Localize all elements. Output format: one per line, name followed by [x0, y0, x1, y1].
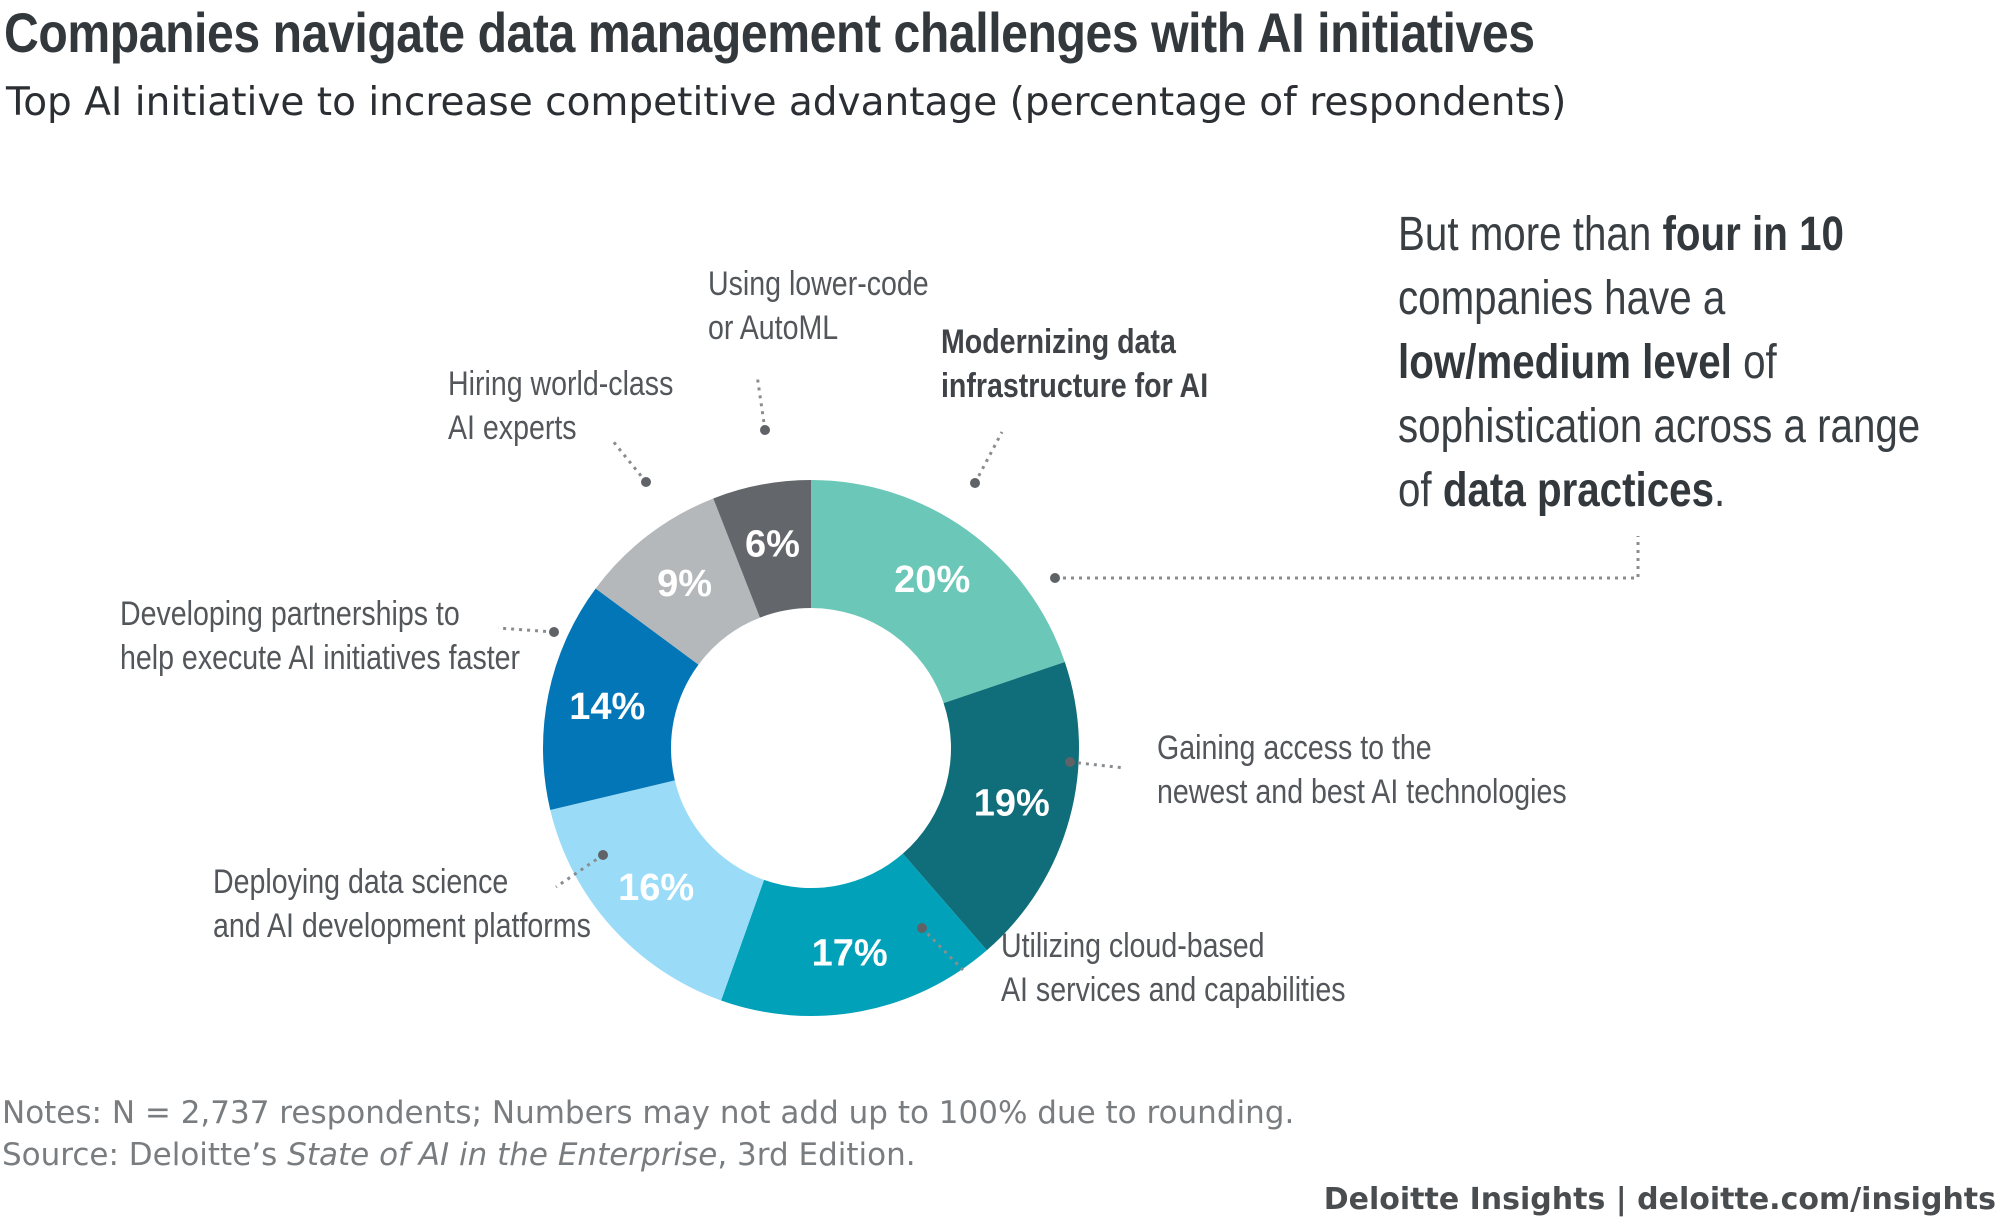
callout-modernizing-line2: infrastructure for AI — [941, 367, 1209, 405]
notes-block: Notes: N = 2,737 respondents; Numbers ma… — [2, 1092, 1294, 1176]
slice-value-label-gaining-access: 19% — [974, 782, 1050, 824]
brand-footer: Deloitte Insights | deloitte.com/insight… — [1323, 1182, 1996, 1217]
leader-line-hiring-experts — [610, 439, 648, 483]
side-annotation-emphasis: data practices — [1442, 464, 1715, 517]
leader-dot-lower-code — [760, 425, 770, 435]
chart-subtitle: Top AI initiative to increase competitiv… — [6, 80, 1567, 125]
leader-dot-cloud-services — [917, 923, 927, 933]
callout-hiring-experts-line2: AI experts — [448, 409, 577, 447]
leader-dot-modernizing — [970, 478, 980, 488]
callout-cloud-services-line1: Utilizing cloud-based — [1001, 927, 1265, 965]
donut-slice-gaining-access — [902, 662, 1079, 951]
side-annotation: But more than four in 10 companies have a… — [1398, 203, 1920, 523]
callout-modernizing: Modernizing data infrastructure for AI — [941, 320, 1208, 408]
callout-gaining-access: Gaining access to the newest and best AI… — [1157, 726, 1567, 814]
side-annotation-text: . — [1714, 464, 1726, 517]
side-annotation-emphasis: four in 10 — [1662, 208, 1844, 261]
slice-value-label-cloud-services: 17% — [812, 932, 888, 974]
donut-slice-modernizing — [811, 480, 1065, 704]
slice-value-label-hiring-experts: 9% — [657, 563, 712, 605]
donut-slice-cloud-services — [721, 853, 987, 1016]
leader-dot-hiring-experts — [641, 477, 651, 487]
slice-value-label-data-science-platforms: 16% — [618, 867, 694, 909]
callout-lower-code-line2: or AutoML — [708, 309, 839, 347]
callout-data-science-platforms: Deploying data science and AI developmen… — [213, 860, 591, 948]
side-annotation-text: of — [1398, 464, 1443, 517]
callout-hiring-experts-line1: Hiring world-class — [448, 365, 674, 403]
callout-data-science-platforms-line2: and AI development platforms — [213, 907, 591, 945]
callout-partnerships: Developing partnerships to help execute … — [120, 592, 520, 680]
donut-slice-hiring-experts — [595, 498, 760, 665]
callout-partnerships-line1: Developing partnerships to — [120, 595, 460, 633]
callout-cloud-services: Utilizing cloud-based AI services and ca… — [1001, 924, 1345, 1012]
side-annotation-emphasis: low/medium level — [1398, 336, 1732, 389]
callout-lower-code: Using lower-code or AutoML — [708, 262, 929, 350]
callout-gaining-access-line1: Gaining access to the — [1157, 729, 1432, 767]
leader-line-lower-code — [755, 374, 767, 431]
callout-modernizing-line1: Modernizing data — [941, 323, 1176, 361]
leader-dot-partnerships — [549, 627, 559, 637]
side-annotation-connector — [1055, 536, 1640, 580]
slice-value-label-lower-code: 6% — [745, 524, 800, 566]
leader-dot-data-science-platforms — [598, 850, 608, 860]
source-suffix: , 3rd Edition. — [717, 1137, 916, 1173]
leader-line-data-science-platforms — [555, 853, 604, 889]
notes-line: Notes: N = 2,737 respondents; Numbers ma… — [2, 1095, 1295, 1131]
leader-line-gaining-access — [1069, 760, 1126, 770]
leader-line-partnerships — [497, 626, 555, 634]
side-annotation-text: companies have a — [1398, 272, 1726, 325]
callout-gaining-access-line2: newest and best AI technologies — [1157, 773, 1567, 811]
callout-hiring-experts: Hiring world-class AI experts — [448, 362, 673, 450]
chart-title: Companies navigate data management chall… — [4, 1, 1535, 64]
side-annotation-text: But more than — [1398, 208, 1663, 261]
callout-cloud-services-line2: AI services and capabilities — [1001, 971, 1346, 1009]
source-prefix: Source: Deloitte’s — [2, 1137, 288, 1173]
leader-line-modernizing — [973, 431, 1004, 484]
slice-value-label-modernizing: 20% — [894, 559, 970, 601]
source-title: State of AI in the Enterprise — [287, 1137, 718, 1173]
leader-dot-gaining-access — [1065, 757, 1075, 767]
side-annotation-connector-dot — [1050, 573, 1060, 583]
callout-partnerships-line2: help execute AI initiatives faster — [120, 639, 521, 677]
side-annotation-text: sophistication across a range — [1398, 400, 1921, 453]
slice-value-label-partnerships: 14% — [569, 686, 645, 728]
leader-line-cloud-services — [920, 926, 965, 972]
donut-slice-partnerships — [543, 588, 699, 810]
side-annotation-text: of — [1731, 336, 1777, 389]
source-line: Source: Deloitte’s State of AI in the En… — [2, 1134, 1294, 1176]
donut-slice-lower-code — [713, 480, 811, 618]
callout-data-science-platforms-line1: Deploying data science — [213, 863, 509, 901]
callout-lower-code-line1: Using lower-code — [708, 265, 929, 303]
donut-slice-data-science-platforms — [550, 780, 765, 1001]
